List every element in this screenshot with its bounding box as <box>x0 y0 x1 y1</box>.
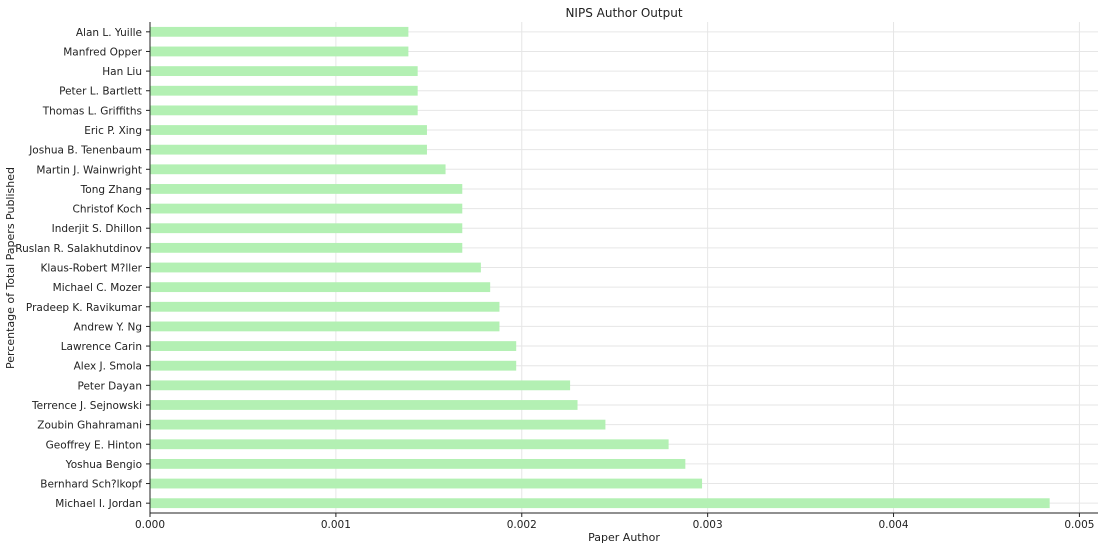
x-tick-labels: 0.000 0.001 0.002 0.003 0.004 0.005 <box>135 519 1094 531</box>
bar <box>150 360 517 371</box>
y-tick-label: Pradeep K. Ravikumar <box>26 302 143 314</box>
bar <box>150 419 606 430</box>
x-tick-label: 0.000 <box>135 519 165 531</box>
bar <box>150 282 491 293</box>
y-tick-label: Terrence J. Sejnowski <box>31 400 142 412</box>
bar <box>150 66 418 77</box>
bar <box>150 105 418 116</box>
y-tick-label: Christof Koch <box>73 204 142 216</box>
y-tick-label: Alex J. Smola <box>74 361 142 373</box>
bar <box>150 85 418 96</box>
y-tick-label: Yoshua Bengio <box>65 459 142 471</box>
y-tick-label: Peter Dayan <box>78 380 142 392</box>
y-tick-label: Manfred Opper <box>63 46 142 58</box>
bar <box>150 203 463 214</box>
bar <box>150 242 463 253</box>
bar <box>150 223 463 234</box>
y-tick-label: Ruslan R. Salakhutdinov <box>15 243 142 255</box>
chart-title: NIPS Author Output <box>565 6 682 20</box>
y-tick-label: Andrew Y. Ng <box>74 321 142 333</box>
y-tick-label: Joshua B. Tenenbaum <box>28 145 142 157</box>
x-tick-label: 0.005 <box>1064 519 1094 531</box>
bar <box>150 46 409 57</box>
bar <box>150 400 578 410</box>
y-axis-label: Percentage of Total Papers Published <box>4 167 17 369</box>
y-tick-label: Thomas L. Griffiths <box>42 105 142 117</box>
bar <box>150 341 517 351</box>
bar <box>150 321 500 332</box>
bar <box>150 144 427 155</box>
y-tick-label: Michael I. Jordan <box>55 498 142 510</box>
bar <box>150 125 427 135</box>
bar <box>150 458 686 469</box>
y-tick-label: Tong Zhang <box>80 184 142 196</box>
y-tick-label: Alan L. Yuille <box>76 27 142 39</box>
y-tick-labels: Michael I. Jordan Bernhard Sch?lkopf Yoshu… <box>15 27 142 510</box>
x-tick-label: 0.004 <box>878 519 908 531</box>
y-tick-label: Eric P. Xing <box>84 125 142 137</box>
bars <box>150 26 1050 509</box>
bar <box>150 164 446 175</box>
y-tick-label: Bernhard Sch?lkopf <box>40 479 142 491</box>
bar <box>150 439 669 450</box>
y-tick-label: Lawrence Carin <box>61 341 142 353</box>
x-tick-label: 0.001 <box>321 519 351 531</box>
bar <box>150 262 481 273</box>
x-tick-label: 0.003 <box>693 519 723 531</box>
y-tick-label: Inderjit S. Dhillon <box>52 223 142 235</box>
y-tick-label: Geoffrey E. Hinton <box>46 439 142 451</box>
bar <box>150 498 1050 509</box>
bar <box>150 380 571 391</box>
y-tick-label: Klaus-Robert M?ller <box>40 263 142 275</box>
bar <box>150 478 703 489</box>
y-tick-label: Zoubin Ghahramani <box>37 420 142 432</box>
bar <box>150 301 500 312</box>
y-tick-label: Michael C. Mozer <box>53 282 143 294</box>
y-tick-label: Martin J. Wainwright <box>36 164 142 176</box>
x-tick-label: 0.002 <box>507 519 537 531</box>
y-tick-label: Han Liu <box>102 66 142 78</box>
bar <box>150 26 409 37</box>
bar <box>150 184 463 194</box>
y-tick-label: Peter L. Bartlett <box>59 86 142 98</box>
x-axis-label: Paper Author <box>588 531 660 544</box>
axes <box>146 22 1098 517</box>
